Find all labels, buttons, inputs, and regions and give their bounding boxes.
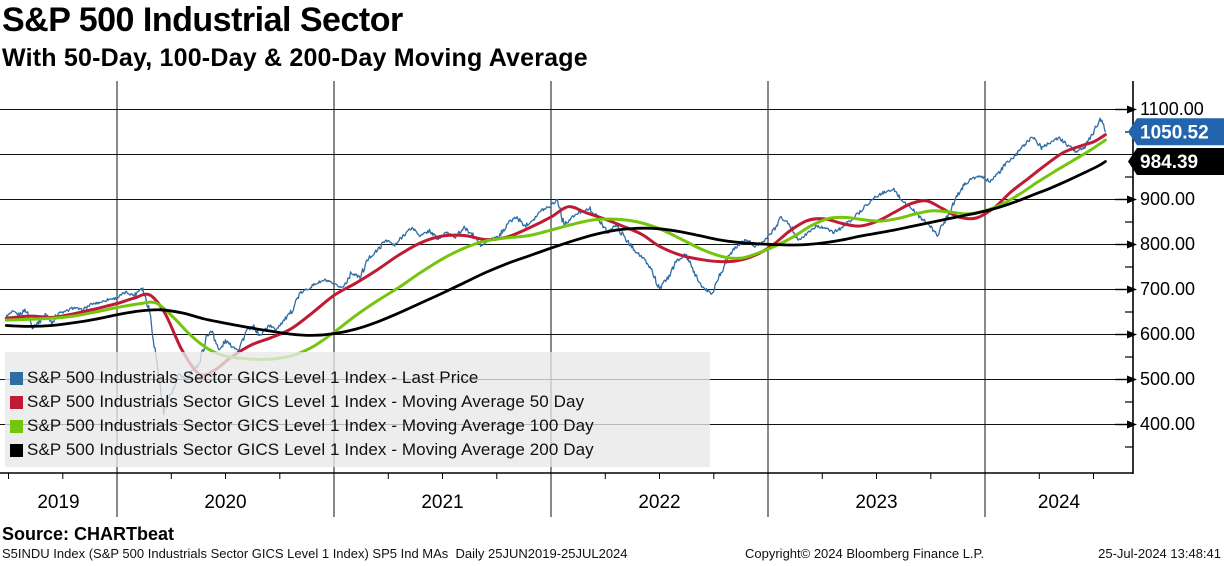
series-line-2 <box>4 138 1107 361</box>
y-tick-arrow <box>1127 105 1137 114</box>
y-axis-label: 800.00 <box>1140 234 1196 254</box>
legend-item: S&P 500 Industrials Sector GICS Level 1 … <box>10 390 584 414</box>
price-tag-1 <box>1128 148 1224 175</box>
y-axis-label: 900.00 <box>1140 189 1196 209</box>
legend-swatch-icon <box>10 395 23 409</box>
legend-swatch-icon <box>10 443 23 457</box>
x-axis-year-label: 2021 <box>421 492 464 513</box>
price-tag-0 <box>1128 118 1224 146</box>
series-line-1 <box>4 133 1107 377</box>
x-axis-year-label: 2019 <box>37 492 80 513</box>
y-axis-label: 1100.00 <box>1140 99 1204 119</box>
source-line: Source: CHARTbeat <box>2 524 175 544</box>
legend-background <box>5 352 710 467</box>
y-axis-label: 400.00 <box>1140 414 1196 434</box>
y-axis-label: 500.00 <box>1140 369 1196 389</box>
legend-label: S&P 500 Industrials Sector GICS Level 1 … <box>27 416 594 435</box>
legend-label: S&P 500 Industrials Sector GICS Level 1 … <box>27 368 479 387</box>
price-tag-text-0: 1050.52 <box>1140 122 1209 143</box>
legend-swatch-icon <box>10 371 23 385</box>
y-tick-arrow <box>1127 375 1137 384</box>
page-title: S&P 500 Industrial Sector <box>2 1 403 39</box>
legend-swatch-icon <box>10 419 23 433</box>
page-subtitle: With 50-Day, 100-Day & 200-Day Moving Av… <box>2 44 588 72</box>
x-axis-year-label: 2022 <box>638 492 681 513</box>
y-tick-arrow <box>1127 330 1137 339</box>
price-tag-text-1: 984.39 <box>1140 152 1198 173</box>
series-line-3 <box>4 160 1107 337</box>
x-axis-year-label: 2020 <box>204 492 247 513</box>
y-axis-label: 600.00 <box>1140 324 1196 344</box>
y-tick-arrow <box>1127 240 1137 249</box>
y-tick-arrow <box>1127 420 1137 429</box>
y-tick-arrow <box>1127 195 1137 204</box>
legend-item: S&P 500 Industrials Sector GICS Level 1 … <box>10 414 594 438</box>
y-tick-arrow <box>1127 285 1137 294</box>
x-axis-year-label: 2023 <box>855 492 898 513</box>
footer-copyright: Copyright© 2024 Bloomberg Finance L.P. <box>745 546 985 561</box>
legend-item: S&P 500 Industrials Sector GICS Level 1 … <box>10 438 594 462</box>
legend-item: S&P 500 Industrials Sector GICS Level 1 … <box>10 366 479 390</box>
legend-label: S&P 500 Industrials Sector GICS Level 1 … <box>27 392 585 411</box>
footer-ticker-info: S5INDU Index (S&P 500 Industrials Sector… <box>2 546 628 561</box>
footer-timestamp: 25-Jul-2024 13:48:41 <box>1098 546 1221 561</box>
legend-label: S&P 500 Industrials Sector GICS Level 1 … <box>27 440 594 459</box>
y-axis-label: 700.00 <box>1140 279 1196 299</box>
x-axis-year-label: 2024 <box>1037 492 1081 513</box>
